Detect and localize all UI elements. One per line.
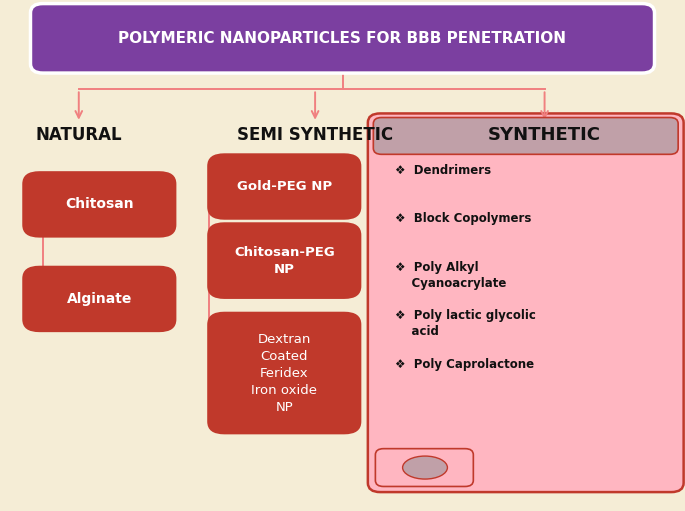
Text: ❖  Block Copolymers: ❖ Block Copolymers [395, 212, 532, 225]
Text: NATURAL: NATURAL [36, 126, 122, 145]
FancyBboxPatch shape [373, 118, 678, 154]
FancyBboxPatch shape [22, 266, 176, 332]
Text: POLYMERIC NANOPARTICLES FOR BBB PENETRATION: POLYMERIC NANOPARTICLES FOR BBB PENETRAT… [119, 31, 566, 46]
FancyBboxPatch shape [375, 449, 473, 486]
Text: SYNTHETIC: SYNTHETIC [488, 126, 601, 145]
FancyBboxPatch shape [30, 4, 655, 73]
FancyBboxPatch shape [368, 113, 684, 492]
Text: SEMI SYNTHETIC: SEMI SYNTHETIC [237, 126, 393, 145]
FancyBboxPatch shape [207, 312, 362, 434]
Text: Dextran
Coated
Feridex
Iron oxide
NP: Dextran Coated Feridex Iron oxide NP [251, 333, 317, 413]
FancyBboxPatch shape [207, 222, 362, 299]
Ellipse shape [403, 456, 447, 479]
Text: ❖  Dendrimers: ❖ Dendrimers [395, 164, 491, 176]
Text: Chitosan-PEG
NP: Chitosan-PEG NP [234, 246, 335, 275]
Text: Gold-PEG NP: Gold-PEG NP [237, 180, 332, 193]
Text: ❖  Poly Alkyl
    Cyanoacrylate: ❖ Poly Alkyl Cyanoacrylate [395, 261, 507, 290]
Text: ❖  Poly lactic glycolic
    acid: ❖ Poly lactic glycolic acid [395, 309, 536, 338]
FancyBboxPatch shape [22, 171, 176, 238]
Text: Alginate: Alginate [66, 292, 132, 306]
Text: ❖  Poly Caprolactone: ❖ Poly Caprolactone [395, 358, 534, 370]
Text: Chitosan: Chitosan [65, 197, 134, 212]
FancyBboxPatch shape [207, 153, 362, 220]
